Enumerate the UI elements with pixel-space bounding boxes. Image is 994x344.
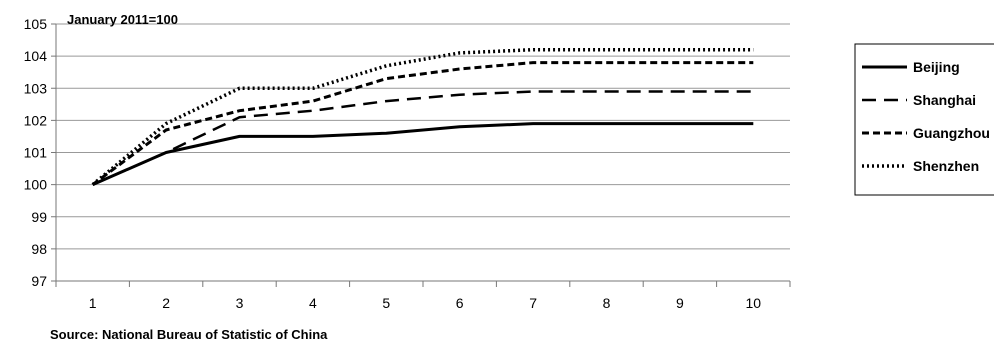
x-tick-label: 4 [309, 295, 317, 311]
x-tick-label: 2 [162, 295, 170, 311]
x-tick-label: 10 [746, 295, 762, 311]
legend-label-shenzhen: Shenzhen [913, 158, 979, 174]
y-tick-label: 98 [31, 241, 47, 257]
legend-label-shanghai: Shanghai [913, 92, 976, 108]
source-note: Source: National Bureau of Statistic of … [50, 327, 328, 342]
x-tick-labels: 1 2 3 4 5 6 7 8 9 10 [89, 295, 761, 311]
x-tick-label: 3 [236, 295, 244, 311]
legend: Beijing Shanghai Guangzhou Shenzhen [854, 43, 994, 196]
y-tick-label: 97 [31, 273, 47, 289]
y-tick-label: 102 [24, 112, 48, 128]
legend-box [854, 43, 994, 196]
legend-label-beijing: Beijing [913, 59, 960, 75]
x-tick-label: 8 [603, 295, 611, 311]
series-line-beijing [92, 122, 754, 186]
x-tick-label: 7 [529, 295, 537, 311]
series-lines [91, 47, 754, 186]
gridlines [56, 23, 790, 250]
y-tick-label: 101 [24, 145, 48, 161]
series-line-shanghai [92, 90, 754, 186]
index-base-annotation: January 2011=100 [67, 12, 178, 27]
legend-label-guangzhou: Guangzhou [913, 125, 990, 141]
y-tick-labels: 97 98 99 100 101 102 103 104 105 [24, 16, 48, 289]
y-tick-label: 103 [24, 80, 48, 96]
x-tick-label: 6 [456, 295, 464, 311]
series-line-shenzhen [91, 47, 754, 186]
axes [51, 23, 791, 287]
y-tick-label: 99 [31, 209, 47, 225]
y-tick-label: 100 [24, 177, 48, 193]
series-line-guangzhou [91, 61, 754, 186]
x-tick-label: 5 [382, 295, 390, 311]
x-tick-label: 9 [676, 295, 684, 311]
y-tick-label: 104 [24, 48, 48, 64]
y-tick-label: 105 [24, 16, 48, 32]
x-tick-label: 1 [89, 295, 97, 311]
